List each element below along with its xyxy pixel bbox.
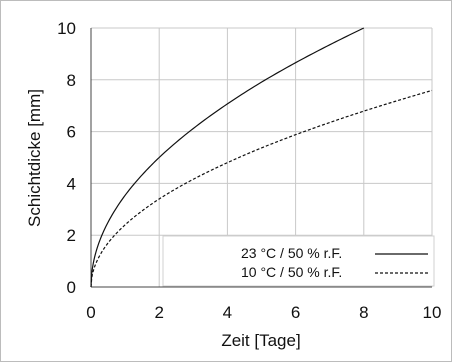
legend-label-2: 10 °C / 50 % r.F. [241,264,342,280]
y-tick-label: 2 [67,226,76,245]
y-tick-label: 8 [67,71,76,90]
y-tick-label: 10 [57,19,76,38]
y-tick-label: 6 [67,123,76,142]
x-tick-label: 6 [291,303,300,322]
series-line-1 [90,27,365,288]
series-layer [90,27,433,288]
series-line-2 [90,89,433,288]
legend-box [162,235,435,287]
legend: 23 °C / 50 % r.F. 10 °C / 50 % r.F. [162,235,435,287]
x-tick-label: 2 [154,303,163,322]
y-tick-label: 0 [67,278,76,297]
legend-label-1: 23 °C / 50 % r.F. [241,245,342,261]
x-tick-label: 10 [423,303,442,322]
x-tick-label: 0 [86,303,95,322]
plot-border [90,28,432,288]
x-tick-label: 4 [223,303,232,322]
x-tick-label: 8 [359,303,368,322]
y-axis-label: Schichtdicke [mm] [25,89,44,227]
x-axis-label: Zeit [Tage] [221,331,300,350]
y-tick-label: 4 [67,174,76,193]
ticks: 0 2 4 6 8 10 0 2 4 6 8 10 [57,19,441,322]
